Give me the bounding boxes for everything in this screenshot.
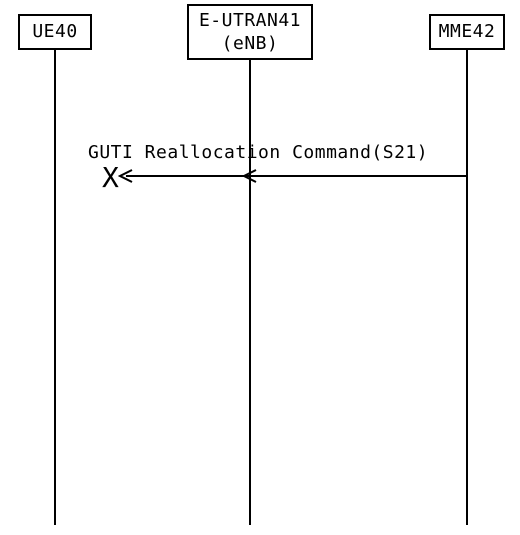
node-eutran: E-UTRAN41 (eNB) bbox=[187, 4, 313, 60]
lifeline-mme bbox=[466, 50, 468, 525]
lifeline-eutran bbox=[249, 60, 251, 525]
arrow-head-left-icon bbox=[118, 168, 134, 184]
arrow-tick-eutran-icon bbox=[242, 168, 258, 184]
node-mme-label: MME42 bbox=[439, 20, 496, 43]
node-ue-label: UE40 bbox=[32, 20, 77, 43]
message-guti-x-mark: X bbox=[102, 164, 119, 192]
message-guti-label: GUTI Reallocation Command(S21) bbox=[88, 142, 428, 163]
lifeline-ue bbox=[54, 50, 56, 525]
node-mme: MME42 bbox=[429, 14, 505, 50]
node-eutran-label-line2: (eNB) bbox=[222, 32, 279, 55]
message-guti-arrow bbox=[126, 175, 467, 177]
node-ue: UE40 bbox=[18, 14, 92, 50]
node-eutran-label-line1: E-UTRAN41 bbox=[199, 9, 301, 32]
